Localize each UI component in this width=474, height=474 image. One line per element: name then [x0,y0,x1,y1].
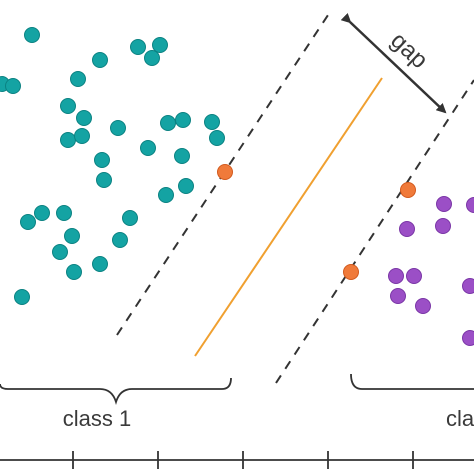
class2-point [462,278,474,294]
class2-brace [350,373,474,390]
class1-point [66,264,82,280]
class1-point [94,152,110,168]
class2-point [462,330,474,346]
gap-label: gap [385,27,433,74]
class2-points [388,196,474,346]
class1-point [174,148,190,164]
class1-point [24,27,40,43]
class2-point [406,268,422,284]
class1-point [20,214,36,230]
support-vector-point [400,182,416,198]
class1-point [70,71,86,87]
class1-point [92,52,108,68]
class1-label: class 1 [63,406,131,431]
class2-point [415,298,431,314]
class2-point [466,197,474,213]
class1-point [64,228,80,244]
class1-point [52,244,68,260]
class1-point [74,128,90,144]
support-vector-point [343,264,359,280]
class1-point [178,178,194,194]
class1-brace [0,377,232,406]
class2-point [435,218,451,234]
class1-point [175,112,191,128]
class1-point [209,130,225,146]
class1-point [60,98,76,114]
class1-point [140,140,156,156]
decision-boundary [194,77,383,357]
class1-point [56,205,72,221]
class2-point [436,196,452,212]
class1-point [110,120,126,136]
class1-point [130,39,146,55]
class1-point [60,132,76,148]
class1-points [0,27,225,305]
class1-point [144,50,160,66]
support-vectors [217,164,416,280]
class1-point [122,210,138,226]
class1-point [76,110,92,126]
class1-point [158,187,174,203]
class1-point [5,78,21,94]
gap-arrow [340,12,447,114]
class2-point [399,221,415,237]
x-axis [0,451,474,469]
class2-point [388,268,404,284]
class1-point [96,172,112,188]
class1-point [204,114,220,130]
class2-point [390,288,406,304]
class1-point [160,115,176,131]
class2-label: cla [446,406,474,431]
support-vector-point [217,164,233,180]
class1-point [112,232,128,248]
class1-point [34,205,50,221]
class1-point [152,37,168,53]
class1-point [92,256,108,272]
class1-point [14,289,30,305]
